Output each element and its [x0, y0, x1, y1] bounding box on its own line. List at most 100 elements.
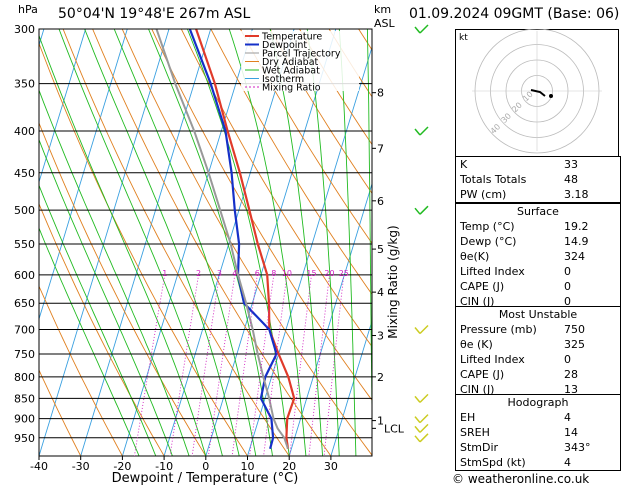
x-tick-label: 20	[282, 460, 296, 473]
wind-barb	[414, 24, 429, 34]
mixing-ratio-label: 20	[324, 269, 334, 278]
x-tick-label: 10	[241, 460, 255, 473]
indices-general: K 33 Totals Totals 48 PW (cm) 3.18	[455, 156, 621, 203]
x-tick-label: 0	[202, 460, 209, 473]
mixing-ratio-label: 4	[232, 269, 237, 278]
pressure-tick-label: 700	[14, 324, 35, 337]
km-tick-label: 3	[377, 330, 384, 343]
pressure-tick-label: 600	[14, 269, 35, 282]
x-tick-label: -10	[155, 460, 173, 473]
table-row: SREH 14	[456, 425, 620, 440]
mixing-ratio-layer: 1 2 3 4 6 8 10 15 20 25	[133, 269, 349, 456]
dry-adiabat	[62, 29, 290, 456]
index-label: θe (K)	[460, 338, 493, 351]
datetime-title: 01.09.2024 09GMT (Base: 06)	[409, 6, 620, 22]
hodograph-unit: kt	[459, 33, 468, 43]
table-row: Pressure (mb) 750	[456, 322, 620, 337]
legend-entry: Parcel Trajectory	[262, 49, 341, 60]
dry-adiabat	[269, 29, 372, 195]
index-value: 3.18	[564, 188, 589, 201]
index-label: Dewp (°C)	[460, 235, 517, 248]
table-row: PW (cm) 3.18	[456, 187, 620, 202]
pressure-unit: hPa	[18, 3, 38, 16]
wet-adiabat	[39, 89, 190, 456]
pressure-tick-label: 450	[14, 167, 35, 180]
isotherm	[0, 29, 2, 456]
km-tick-label: 6	[377, 195, 384, 208]
mixing-ratio-label: 2	[196, 269, 201, 278]
series-dewpoint	[188, 29, 278, 450]
mixing-ratio-line	[323, 274, 345, 456]
wind-barb	[414, 423, 429, 433]
mixing-ratio-line	[263, 274, 288, 456]
index-value: 19.2	[564, 220, 589, 233]
index-value: 28	[564, 368, 578, 381]
index-label: StmSpd (kt)	[460, 456, 526, 469]
dry-adiabat	[240, 29, 372, 245]
km-tick-label: 4	[377, 286, 384, 299]
index-value: 343°	[564, 441, 591, 454]
x-tick-label: 30	[324, 460, 338, 473]
index-label: K	[460, 158, 468, 171]
mixing-ratio-label: 1	[162, 269, 167, 278]
index-value: 13	[564, 383, 578, 396]
isotherm	[39, 29, 87, 184]
pressure-tick-label: 900	[14, 413, 35, 426]
index-value: 0	[564, 353, 571, 366]
index-value: 48	[564, 173, 578, 186]
legend-entry: Isotherm	[262, 74, 304, 85]
pressure-tick-label: 950	[14, 432, 35, 445]
table-row: θe(K) 324	[456, 249, 620, 264]
index-label: CIN (J)	[460, 383, 495, 396]
index-label: StmDir	[460, 441, 499, 454]
mixing-ratio-label: 10	[282, 269, 292, 278]
x-tick-label: -30	[72, 460, 90, 473]
mixing-ratio-label: 25	[339, 269, 349, 278]
pressure-tick-label: 750	[14, 348, 35, 361]
x-tick-label: -20	[113, 460, 131, 473]
table-row: EH 4	[456, 410, 620, 425]
pressure-tick-label: 350	[14, 78, 35, 91]
index-label: EH	[460, 411, 476, 424]
location-title: 50°04'N 19°48'E 267m ASL	[58, 6, 251, 22]
table-row: Totals Totals 48	[456, 172, 620, 187]
legend-entry: Dewpoint	[262, 40, 307, 51]
table-row: StmSpd (kt) 4	[456, 455, 620, 470]
table-row: CAPE (J) 0	[456, 279, 620, 294]
wind-barb	[414, 126, 429, 136]
isotherm	[121, 29, 253, 456]
mixing-ratio-line	[289, 274, 312, 456]
index-label: Totals Totals	[460, 173, 527, 186]
mixing-ratio-label: 3	[217, 269, 222, 278]
km-tick-label: 7	[377, 142, 384, 155]
index-label: SREH	[460, 426, 490, 439]
table-row: θe (K) 325	[456, 337, 620, 352]
table-row: StmDir 343°	[456, 440, 620, 455]
pressure-tick-label: 500	[14, 204, 35, 217]
index-label: θe(K)	[460, 250, 490, 263]
index-value: 324	[564, 250, 585, 263]
pressure-tick-label: 400	[14, 125, 35, 138]
wind-barb	[414, 393, 429, 403]
dry-adiabat	[210, 29, 372, 296]
pressure-tick-label: 800	[14, 371, 35, 384]
isotherm	[80, 29, 212, 456]
table-row: CIN (J) 0	[456, 294, 620, 309]
index-label: CAPE (J)	[460, 368, 505, 381]
km-tick-label: LCL	[384, 422, 405, 435]
km-tick-label: 1	[377, 415, 384, 428]
index-value: 4	[564, 411, 571, 424]
index-label: CIN (J)	[460, 295, 495, 308]
table-row: K 33	[456, 157, 620, 172]
index-label: Pressure (mb)	[460, 323, 537, 336]
mixing-ratio-label: 6	[255, 269, 260, 278]
index-value: 14.9	[564, 235, 589, 248]
wind-barb	[414, 324, 429, 335]
index-label: CAPE (J)	[460, 280, 505, 293]
table-title: Hodograph	[507, 396, 569, 409]
dry-adiabat	[39, 369, 82, 456]
km-tick-label: 5	[377, 243, 384, 256]
series-temperature	[195, 29, 296, 449]
index-value: 325	[564, 338, 585, 351]
